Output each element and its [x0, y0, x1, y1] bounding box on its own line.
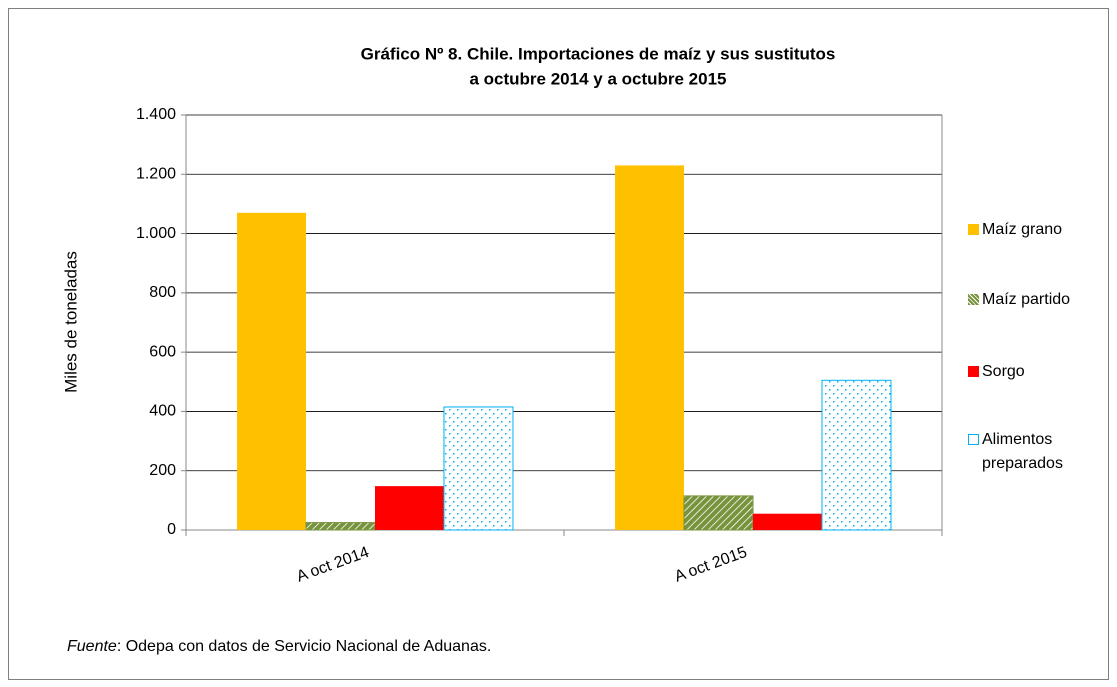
- source-text: : Odepa con datos de Servicio Nacional d…: [116, 638, 492, 655]
- source-label: Fuente: [67, 638, 117, 655]
- bar: [443, 406, 514, 531]
- bar: [753, 513, 822, 530]
- y-tick-label: 1.000: [136, 225, 176, 242]
- y-tick-label: 1.400: [136, 106, 176, 123]
- legend-label: Maíz grano: [982, 221, 1063, 238]
- chart-title: Gráfico Nº 8. Chile. Importaciones de ma…: [361, 44, 836, 63]
- bar: [821, 379, 892, 531]
- legend-label: Sorgo: [982, 363, 1025, 380]
- bar: [237, 212, 307, 531]
- chart-title: a octubre 2014 y a octubre 2015: [469, 69, 726, 88]
- legend-label: Maíz partido: [982, 291, 1071, 308]
- y-tick-label: 800: [149, 284, 176, 301]
- y-tick-label: 600: [149, 343, 176, 360]
- legend-swatch: [968, 366, 979, 377]
- x-tick-label: A oct 2015: [672, 544, 749, 586]
- source-note: Fuente: Odepa con datos de Servicio Naci…: [67, 638, 491, 656]
- legend-item: Sorgo: [968, 362, 1108, 384]
- legend-item: Maíz partido: [968, 290, 1108, 312]
- x-tick-label: A oct 2014: [294, 544, 371, 586]
- y-tick-label: 0: [167, 521, 176, 538]
- y-tick-label: 1.200: [136, 166, 176, 183]
- legend-item: Maíz grano: [968, 220, 1108, 242]
- bar: [375, 486, 444, 530]
- legend-item: Alimentos preparados: [968, 430, 1108, 476]
- y-axis-label: Miles de toneladas: [61, 251, 80, 393]
- y-tick-label: 400: [149, 403, 176, 420]
- legend-swatch: [968, 294, 979, 305]
- y-tick-label: 200: [149, 462, 176, 479]
- legend-swatch: [968, 224, 979, 235]
- chart-border: [8, 8, 1109, 680]
- bar: [615, 165, 685, 530]
- bar: [683, 495, 754, 531]
- legend-swatch: [968, 434, 979, 445]
- legend-label: Alimentos preparados: [982, 431, 1063, 472]
- bar: [305, 522, 376, 531]
